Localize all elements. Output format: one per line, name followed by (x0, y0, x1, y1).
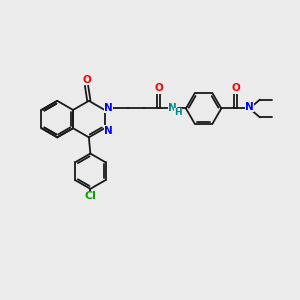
Text: N: N (104, 103, 113, 112)
Text: H: H (174, 108, 182, 117)
Text: N: N (168, 103, 176, 112)
Text: O: O (231, 83, 240, 94)
Text: O: O (154, 83, 163, 94)
Text: Cl: Cl (84, 191, 96, 201)
Text: N: N (104, 126, 113, 136)
Text: N: N (245, 102, 254, 112)
Text: O: O (82, 75, 91, 85)
